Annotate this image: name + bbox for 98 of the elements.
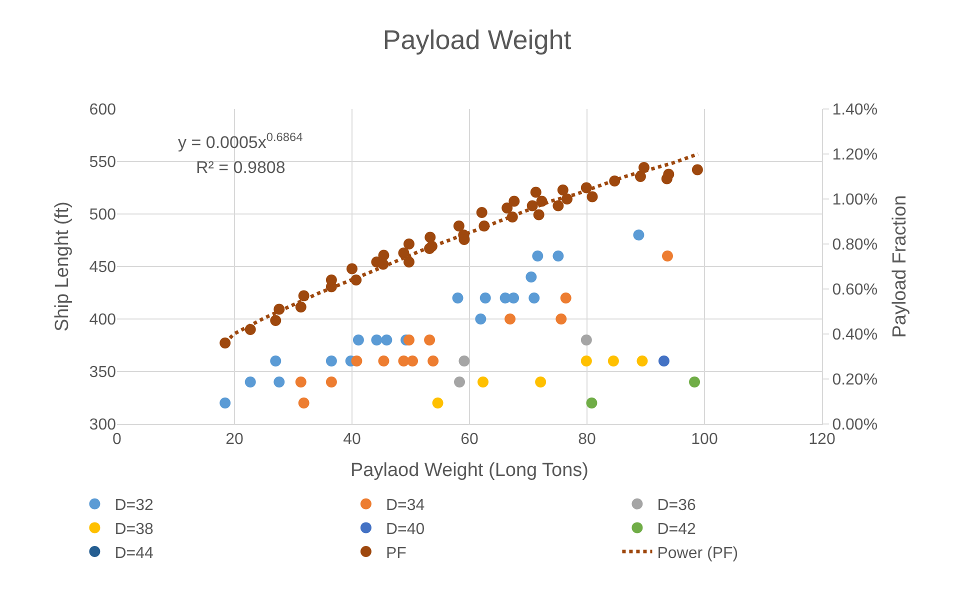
point (326, 376, 337, 388)
x-tick-label: 100 (691, 431, 718, 448)
point (295, 302, 306, 312)
point (454, 376, 466, 388)
point (352, 334, 364, 346)
point (432, 398, 444, 408)
point (692, 164, 703, 176)
x-tick-label: 0 (112, 431, 122, 448)
point (476, 207, 488, 218)
point (378, 356, 390, 366)
point (508, 196, 520, 207)
legend-label: D=32 (114, 497, 154, 514)
point (403, 238, 414, 250)
point (586, 398, 598, 408)
y2-tick-label: 0.40% (832, 326, 878, 344)
y2-tick-label: 1.00% (832, 192, 878, 209)
point (452, 292, 464, 304)
y2-tick-label: 0.20% (832, 372, 878, 389)
point (580, 334, 592, 346)
point (580, 356, 592, 366)
point (428, 356, 439, 366)
point (453, 220, 464, 232)
legend-label: PF (386, 544, 407, 562)
point (586, 191, 598, 202)
y2-tick-label: 0.00% (832, 416, 878, 434)
point (407, 356, 418, 366)
x-tick-label: 80 (578, 431, 596, 448)
point (608, 356, 619, 366)
point (535, 376, 546, 388)
legend-label: D=38 (114, 520, 154, 538)
point (346, 263, 358, 274)
point (403, 256, 414, 268)
y2-tick-label: 1.40% (832, 102, 878, 119)
point (478, 376, 489, 388)
annotation: y = 0.0005x$^{0.6864}$ (178, 130, 304, 152)
point (381, 334, 392, 346)
point (557, 184, 568, 196)
point (662, 250, 673, 262)
x-tick-label: 20 (226, 431, 244, 448)
y-tick-label: 300 (89, 416, 116, 434)
point (424, 232, 436, 243)
y-axis-title: Ship Lenght (ft) (52, 202, 74, 332)
point (403, 334, 414, 346)
legend-label: D=42 (657, 520, 696, 538)
point (351, 356, 362, 366)
y-tick-label: 450 (89, 259, 116, 276)
legend-label: D=44 (114, 544, 154, 562)
point (475, 314, 486, 324)
y-tick-label: 350 (89, 364, 116, 382)
point (661, 173, 672, 184)
y2-axis-title: Payload Fraction (889, 195, 910, 338)
point (633, 230, 644, 240)
y-tick-label: 400 (89, 312, 116, 329)
point (295, 376, 306, 388)
y2-tick-label: 1.20% (832, 146, 878, 164)
point (502, 202, 513, 214)
y2-tick-label: 0.80% (832, 236, 878, 254)
point (371, 334, 382, 346)
point (508, 292, 520, 304)
point (424, 334, 436, 346)
point (220, 398, 231, 408)
legend-label: Power (PF) (657, 544, 738, 562)
x-axis-title: Paylaod Weight (Long Tons) (350, 460, 589, 481)
point (689, 376, 700, 388)
point (298, 398, 310, 408)
y-tick-label: 500 (89, 206, 116, 224)
point (530, 186, 542, 198)
point (532, 250, 544, 262)
point (270, 315, 282, 326)
point (526, 272, 537, 282)
point (274, 376, 285, 388)
point (552, 200, 564, 212)
point (552, 250, 564, 262)
point (326, 356, 337, 366)
point (560, 292, 572, 304)
legend-label: D=40 (386, 520, 425, 538)
point (458, 356, 470, 366)
legend-label: D=34 (386, 497, 425, 514)
x-tick-label: 40 (343, 431, 361, 448)
y2-tick-label: 0.60% (832, 282, 878, 299)
point (398, 356, 410, 366)
point (528, 292, 540, 304)
x-tick-label: 60 (460, 431, 478, 448)
point (658, 356, 670, 366)
point (270, 356, 282, 366)
point (378, 250, 390, 261)
y-tick-label: 550 (89, 154, 116, 172)
point (636, 356, 648, 366)
point (533, 209, 544, 220)
point (244, 376, 256, 388)
point (480, 292, 491, 304)
legend-label: D=36 (657, 497, 696, 514)
annotation: R² = 0.9808 (196, 158, 286, 177)
y-tick-label: 600 (89, 102, 116, 119)
point (556, 314, 567, 324)
point (504, 314, 516, 324)
x-tick-label: 120 (808, 431, 836, 448)
chart-title: Payload Weight (382, 25, 572, 56)
